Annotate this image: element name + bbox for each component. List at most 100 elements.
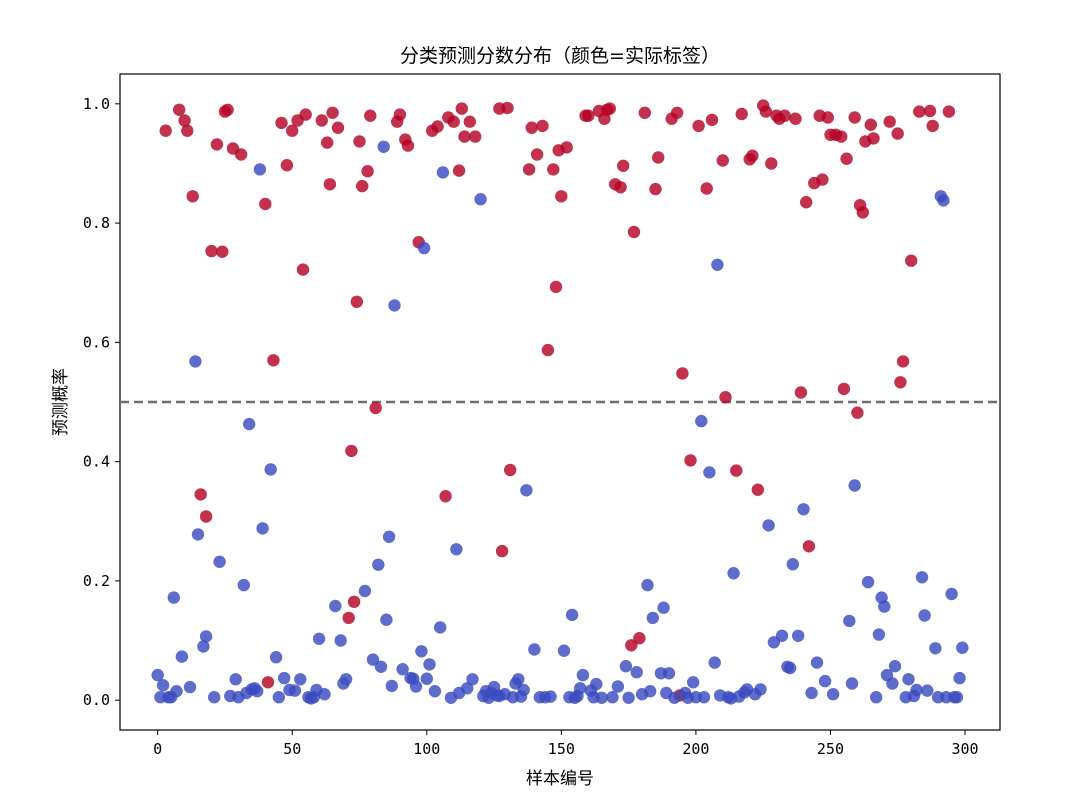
data-point-label-1 [547,163,560,176]
data-point-label-0 [334,634,347,647]
data-point-label-1 [549,280,563,294]
data-point-label-1 [178,114,191,127]
data-point-label-0 [921,684,934,697]
data-point-label-1 [315,114,328,127]
data-point-label-0 [805,686,818,700]
data-point-label-1 [652,151,665,164]
data-point-label-1 [851,406,864,419]
data-point-label-1 [261,676,275,689]
data-point-label-1 [205,244,218,258]
data-point-label-0 [845,677,859,690]
plot-area [119,73,1001,731]
data-point-label-0 [517,683,530,697]
data-point-label-1 [794,386,808,399]
data-point-label-1 [638,106,651,120]
data-point-label-1 [275,116,288,130]
data-point-label-0 [818,674,832,688]
data-point-label-0 [611,680,625,693]
chart-title: 分类预测分数分布（颜色=实际标签） [400,45,720,67]
y-tick-label: 0.2 [83,572,110,590]
data-point-label-1 [821,111,834,124]
data-point-label-0 [727,567,740,580]
data-point-label-1 [627,225,641,239]
data-point-label-0 [358,584,372,598]
data-point-label-0 [167,591,180,604]
data-point-label-1 [286,124,299,137]
data-point-label-0 [565,608,579,622]
data-point-label-1 [504,463,517,477]
data-point-label-1 [447,115,460,128]
data-point-label-1 [361,165,374,178]
data-point-label-1 [342,611,355,625]
data-point-label-1 [393,108,407,121]
data-point-label-0 [544,690,557,703]
data-point-label-1 [321,136,334,149]
data-point-label-1 [431,120,444,133]
data-point-label-1 [280,159,294,172]
y-tick-label: 0.4 [83,453,110,471]
data-point-label-0 [630,666,643,679]
data-point-label-1 [856,206,869,219]
data-point-label-0 [197,640,210,653]
data-point-label-0 [170,685,183,698]
data-point-label-0 [826,688,840,701]
data-point-label-1 [296,263,310,276]
x-axis-label: 样本编号 [526,769,594,789]
data-point-label-1 [625,639,638,652]
data-point-label-0 [929,642,942,655]
data-point-label-1 [716,154,729,167]
data-point-label-1 [614,181,627,194]
data-point-label-1 [522,163,536,176]
data-point-label-0 [708,656,721,669]
x-tick-label: 0 [153,740,162,758]
data-point-label-0 [953,671,966,685]
data-point-label-0 [520,484,533,497]
data-point-label-0 [385,679,398,693]
data-point-label-0 [687,676,700,689]
data-point-label-1 [751,483,764,496]
data-point-label-1 [719,391,732,404]
data-point-label-0 [861,575,875,589]
data-point-label-1 [670,106,684,120]
data-point-label-1 [458,130,471,143]
data-point-label-0 [915,571,929,584]
data-point-label-1 [896,355,910,368]
data-point-label-0 [329,599,342,613]
data-point-label-1 [356,179,369,193]
data-point-label-0 [711,258,724,271]
data-point-label-0 [461,682,474,695]
data-point-label-0 [762,519,775,532]
data-point-label-1 [759,105,773,118]
data-point-label-0 [810,656,824,669]
data-point-label-0 [388,299,401,312]
data-point-label-0 [294,673,307,686]
data-point-label-0 [557,644,571,657]
data-point-label-0 [436,166,450,179]
y-tick-label: 0.0 [83,691,110,709]
data-point-label-0 [775,629,789,642]
data-point-label-1 [216,245,229,258]
data-point-label-0 [288,684,302,697]
y-axis-label: 预测概率 [51,368,71,436]
data-point-label-1 [347,595,361,608]
data-point-label-1 [603,102,616,115]
data-point-label-1 [837,382,851,396]
data-point-label-0 [374,660,388,673]
data-point-label-1 [345,444,358,458]
data-point-label-0 [646,611,659,625]
data-point-label-1 [913,105,926,118]
data-point-label-0 [668,691,681,704]
data-point-label-0 [269,651,283,664]
data-point-label-1 [555,190,568,203]
data-point-label-0 [641,578,654,592]
data-point-label-0 [183,680,197,694]
data-point-label-1 [267,354,280,367]
data-point-label-0 [590,677,603,691]
data-point-label-1 [864,118,877,131]
data-point-label-1 [159,124,172,137]
data-point-label-0 [878,600,891,613]
data-point-label-1 [765,157,778,170]
data-point-label-0 [870,691,883,704]
data-point-label-0 [619,660,633,673]
